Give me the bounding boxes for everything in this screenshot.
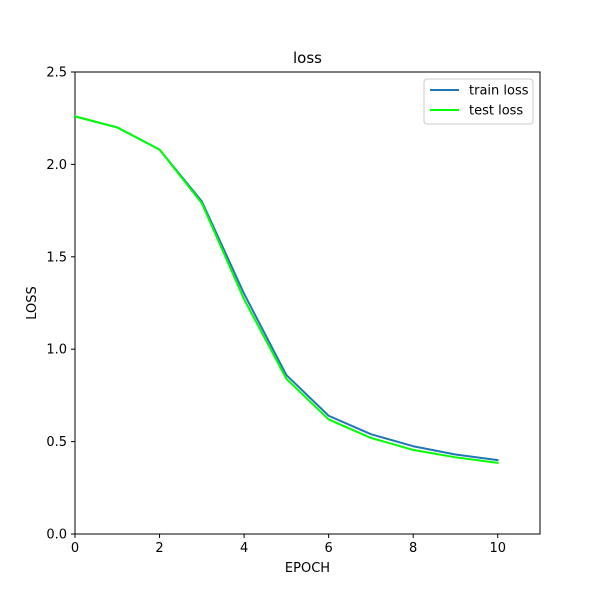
legend-label-test-loss: test loss xyxy=(469,104,523,119)
y-tick-label: 0.5 xyxy=(46,435,67,450)
x-tick-label: 0 xyxy=(71,541,79,556)
plot-frame xyxy=(74,71,541,535)
y-tick-label: 1.0 xyxy=(46,343,67,358)
plot-area xyxy=(74,71,541,535)
series-line-test-loss xyxy=(74,115,499,464)
x-axis: 0 2 4 6 8 10 xyxy=(71,534,506,556)
y-axis-title: LOSS xyxy=(25,286,40,320)
y-tick-label: 0.0 xyxy=(46,528,67,543)
chart-title: loss xyxy=(293,49,322,67)
x-tick-label: 8 xyxy=(409,541,417,556)
series-lines xyxy=(74,115,499,464)
y-tick-label: 2.5 xyxy=(46,66,67,81)
y-tick-label: 1.5 xyxy=(46,250,67,265)
legend: train loss test loss xyxy=(423,78,534,125)
y-axis: 0.0 0.5 1.0 1.5 2.0 2.5 xyxy=(46,66,75,543)
x-tick-label: 4 xyxy=(240,541,248,556)
y-tick-label: 2.0 xyxy=(46,158,67,173)
x-tick-label: 2 xyxy=(155,541,163,556)
legend-label-train-loss: train loss xyxy=(469,84,529,99)
x-tick-label: 10 xyxy=(489,541,506,556)
x-axis-title: EPOCH xyxy=(285,561,330,576)
series-line-train-loss xyxy=(74,115,499,462)
x-tick-label: 6 xyxy=(324,541,332,556)
